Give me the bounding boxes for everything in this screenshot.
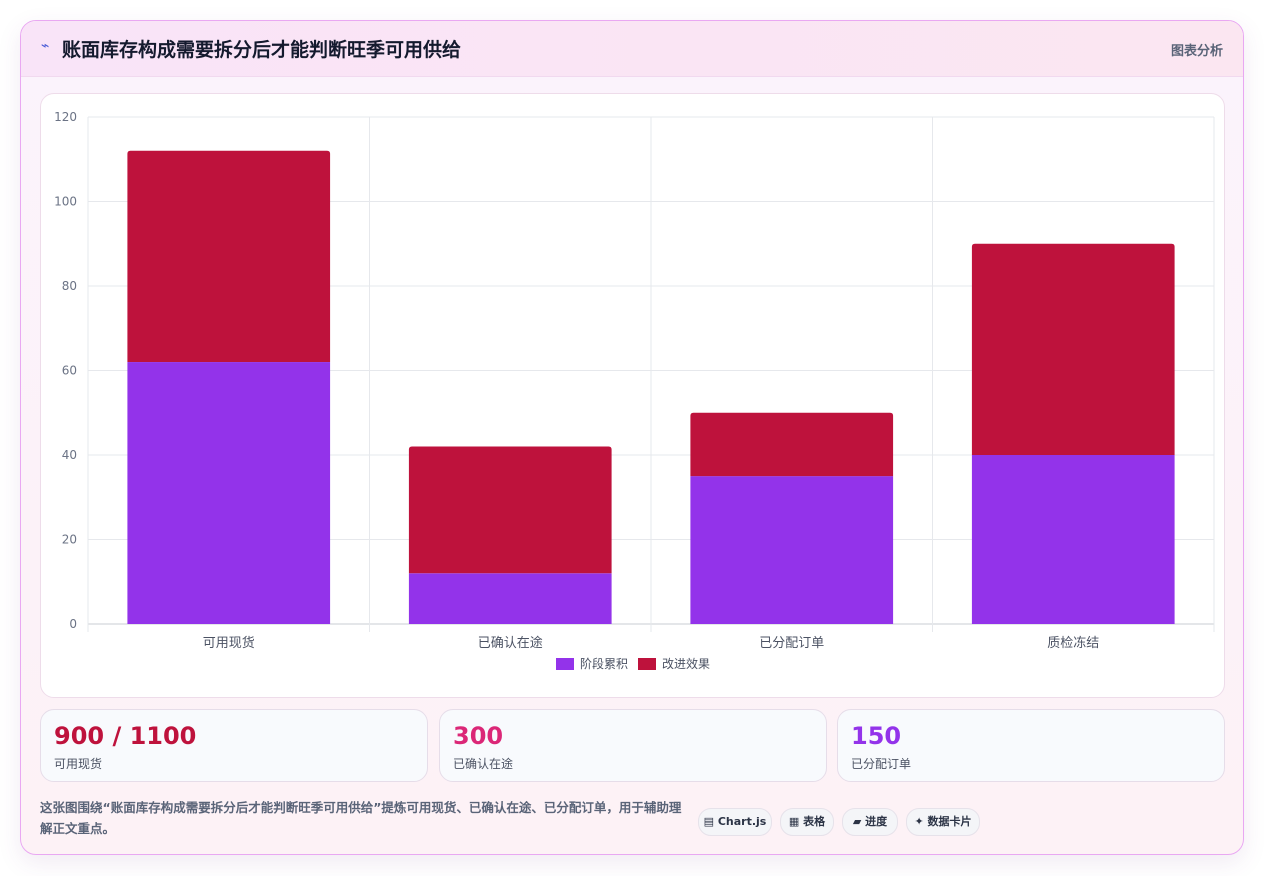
bar-segment — [408, 446, 612, 574]
chart-card: ⌁ 账面库存构成需要拆分后才能判断旺季可用供给 图表分析 0 20 40 60 80 10… — [20, 20, 1244, 855]
legend-label: 改进效果 — [662, 656, 710, 671]
chart-caption: 这张图围绕“账面库存构成需要拆分后才能判断旺季可用供给”提炼可用现货、已确认在途… — [40, 800, 682, 836]
bar-segment — [127, 362, 331, 624]
bar-segment — [690, 412, 894, 477]
pulse-icon: ⌁ — [41, 38, 50, 54]
legend-swatch — [638, 658, 656, 670]
stat-value: 900 / 1100 — [54, 722, 197, 750]
card-header: ⌁ 账面库存构成需要拆分后才能判断旺季可用供给 图表分析 — [21, 21, 1243, 77]
y-tick-label: 120 — [54, 110, 77, 124]
bar-segment — [127, 150, 331, 363]
bar-segment — [690, 476, 894, 624]
stat-card-in-transit: 300 已确认在途 — [439, 709, 827, 782]
y-tick-label: 80 — [62, 279, 77, 293]
stat-value: 300 — [453, 722, 504, 750]
chip-table[interactable]: ▦ 表格 — [780, 808, 834, 836]
chart-panel: 0 20 40 60 80 100 120 可用现货 已确认在途 已分配订单 质检冻结阶段累积 改进效… — [40, 93, 1225, 698]
y-tick-label: 100 — [54, 195, 77, 209]
bar-segment — [971, 243, 1175, 455]
y-tick-label: 60 — [62, 364, 77, 378]
y-tick-label: 40 — [62, 448, 77, 462]
stat-label: 已确认在途 — [453, 757, 514, 771]
y-tick-label: 0 — [69, 617, 77, 631]
stat-card-allocated: 150 已分配订单 — [837, 709, 1225, 782]
x-tick-label: 质检冻结 — [1047, 635, 1099, 651]
bar-segment — [408, 573, 612, 624]
bar-segment — [971, 455, 1175, 624]
x-tick-label: 已确认在途 — [478, 635, 543, 651]
stat-label: 可用现货 — [54, 757, 103, 771]
legend-label: 阶段累积 — [580, 656, 628, 671]
y-tick-label: 20 — [62, 533, 77, 547]
stat-value: 150 — [851, 722, 902, 750]
stat-card-available: 900 / 1100 可用现货 — [40, 709, 428, 782]
x-tick-label: 可用现货 — [203, 635, 255, 651]
chip-data-card[interactable]: ✦ 数据卡片 — [906, 808, 980, 836]
chip-progress[interactable]: ▰ 进度 — [842, 808, 898, 836]
x-tick-label: 已分配订单 — [759, 636, 824, 651]
legend-swatch — [556, 658, 574, 670]
stat-label: 已分配订单 — [851, 757, 912, 771]
chart-analysis-tag: 图表分析 — [1170, 44, 1223, 59]
chip-chartjs[interactable]: ▤ Chart.js — [698, 808, 772, 836]
card-title: 账面库存构成需要拆分后才能判断旺季可用供给 — [62, 39, 462, 61]
